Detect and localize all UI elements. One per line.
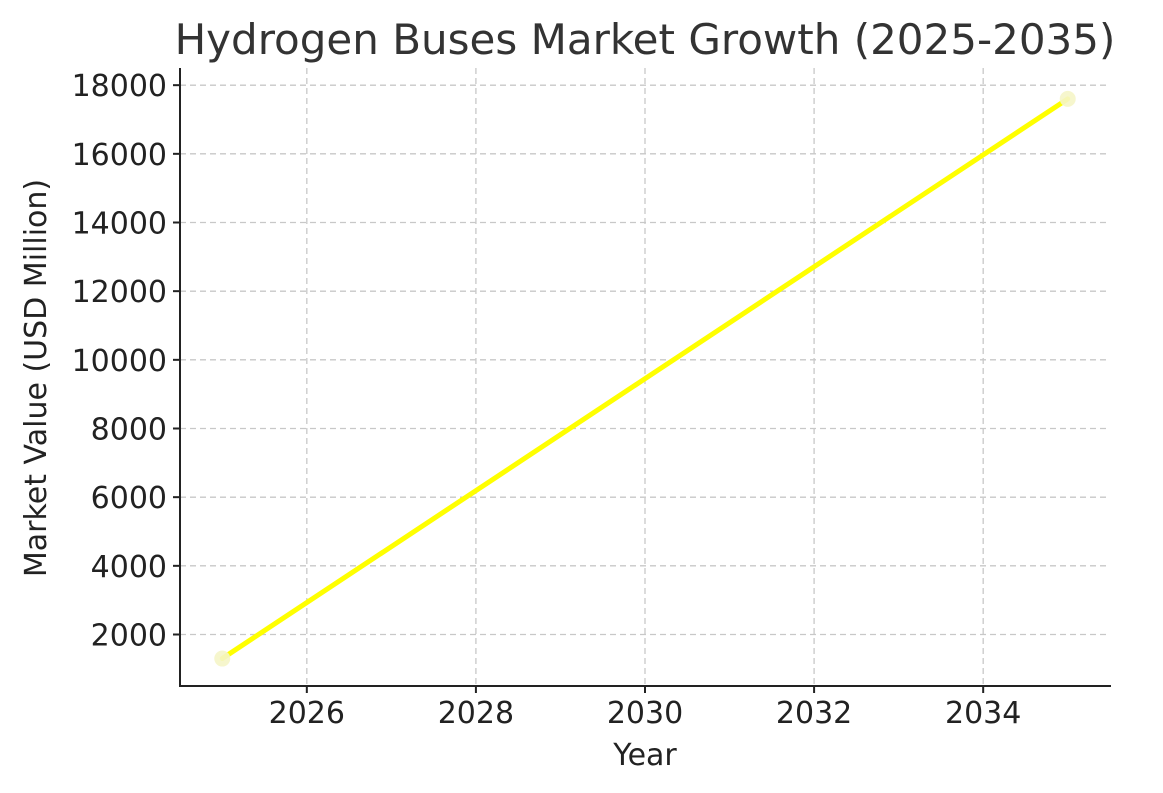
y-tick-label: 10000 <box>72 344 167 379</box>
series-line <box>219 96 1071 661</box>
data-point <box>214 650 231 667</box>
y-tick-label: 4000 <box>91 550 167 585</box>
x-tick-label: 2028 <box>438 696 514 731</box>
y-tick-label: 16000 <box>72 138 167 173</box>
y-tick-label: 14000 <box>72 207 167 242</box>
data-point <box>1059 90 1076 107</box>
x-tick-label: 2034 <box>945 696 1021 731</box>
x-tick-label: 2032 <box>776 696 852 731</box>
y-tick-label: 12000 <box>72 275 167 310</box>
x-axis-title: Year <box>612 738 677 773</box>
y-tick-label: 2000 <box>91 619 167 654</box>
x-tick-label: 2030 <box>607 696 683 731</box>
y-tick-label: 8000 <box>91 413 167 448</box>
x-axis-ticks: 2026 2028 2030 2032 2034 <box>269 686 1021 731</box>
y-axis-ticks: 2000 4000 6000 8000 10000 12000 14000 16000 1800… <box>72 69 180 654</box>
x-tick-label: 2026 <box>269 696 345 731</box>
chart-title: Hydrogen Buses Market Growth (2025-2035) <box>175 15 1116 64</box>
grid-lines <box>180 68 1110 686</box>
y-tick-label: 6000 <box>91 481 167 516</box>
series-layer <box>214 90 1076 667</box>
y-tick-label: 18000 <box>72 69 167 104</box>
y-axis-title: Market Value (USD Million) <box>19 179 54 577</box>
